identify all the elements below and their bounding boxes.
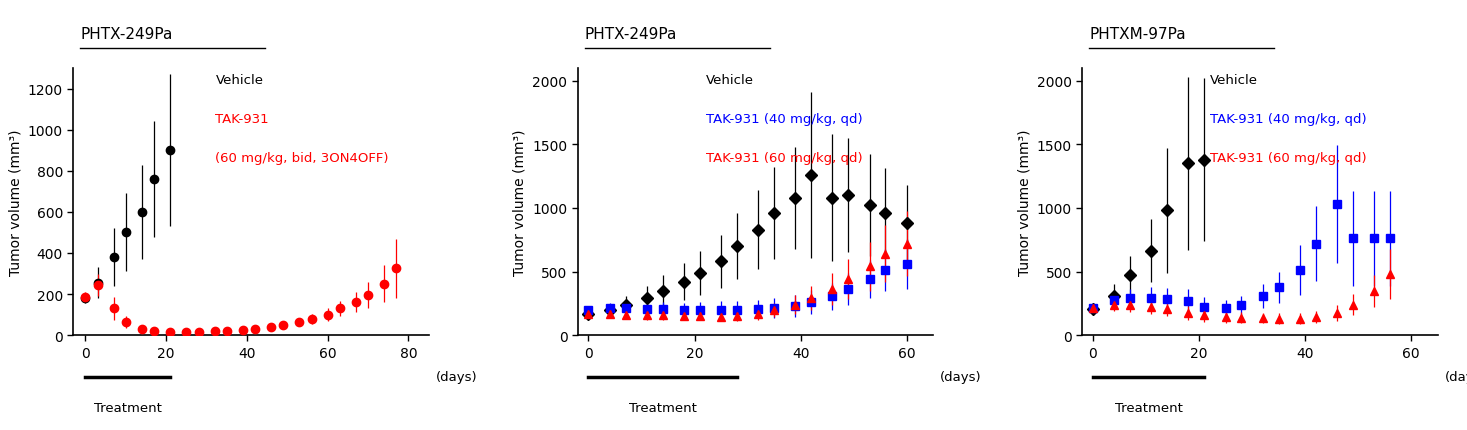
Y-axis label: Tumor volume (mm³): Tumor volume (mm³) — [1017, 129, 1031, 275]
Text: TAK-931 (40 mg/kg, qd): TAK-931 (40 mg/kg, qd) — [1210, 113, 1367, 126]
Text: Vehicle: Vehicle — [706, 74, 754, 87]
Text: PHTXM-97Pa: PHTXM-97Pa — [1090, 27, 1187, 42]
Text: TAK-931: TAK-931 — [216, 113, 268, 126]
Text: TAK-931 (60 mg/kg, qd): TAK-931 (60 mg/kg, qd) — [706, 151, 863, 164]
Text: Vehicle: Vehicle — [216, 74, 264, 87]
Text: TAK-931 (40 mg/kg, qd): TAK-931 (40 mg/kg, qd) — [706, 113, 863, 126]
Text: Treatment: Treatment — [629, 401, 697, 414]
Text: Treatment: Treatment — [1115, 401, 1182, 414]
Text: (days): (days) — [1445, 370, 1467, 383]
Y-axis label: Tumor volume (mm³): Tumor volume (mm³) — [9, 129, 22, 275]
Text: Vehicle: Vehicle — [1210, 74, 1259, 87]
Text: (60 mg/kg, bid, 3ON4OFF): (60 mg/kg, bid, 3ON4OFF) — [216, 151, 389, 164]
Y-axis label: Tumor volume (mm³): Tumor volume (mm³) — [513, 129, 527, 275]
Text: Treatment: Treatment — [94, 401, 161, 414]
Text: TAK-931 (60 mg/kg, qd): TAK-931 (60 mg/kg, qd) — [1210, 151, 1367, 164]
Text: PHTX-249Pa: PHTX-249Pa — [81, 27, 173, 42]
Text: (days): (days) — [940, 370, 981, 383]
Text: (days): (days) — [436, 370, 477, 383]
Text: PHTX-249Pa: PHTX-249Pa — [585, 27, 678, 42]
